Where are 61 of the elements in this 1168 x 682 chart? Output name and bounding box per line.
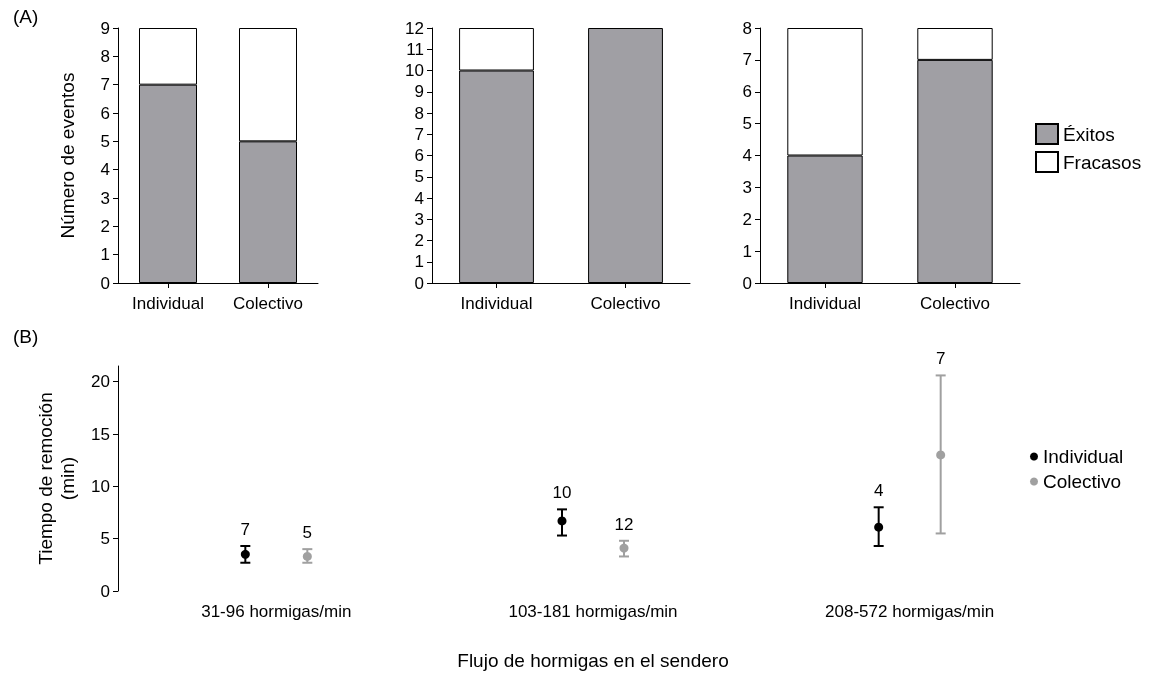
annotation: 12 [614, 514, 634, 534]
y-tick-label: 7 [100, 75, 110, 95]
y-tick-label: 1 [742, 241, 752, 261]
y-tick-label: 0 [414, 273, 424, 293]
y-tick-label: 2 [414, 231, 424, 250]
legend-label: Fracasos [1063, 151, 1142, 173]
y-tick-label: 9 [414, 82, 424, 102]
legend-label: Colectivo [1043, 471, 1122, 492]
y-tick-label: 6 [742, 82, 752, 102]
chart-title: (B) [13, 326, 39, 347]
annotation: 5 [302, 523, 313, 543]
y-tick-label: 3 [742, 177, 752, 197]
y-tick-label: 8 [742, 18, 752, 38]
y-tick-label: 0 [100, 273, 110, 293]
x-tick-label: Colectivo [233, 294, 303, 313]
y-tick-label: 9 [100, 18, 110, 38]
y-tick-label: 11 [406, 39, 424, 59]
y-tick-label: 5 [100, 529, 110, 549]
annotation: 10 [552, 483, 572, 503]
y-tick-label: 10 [405, 61, 424, 80]
x-tick-label: Individual [789, 294, 861, 313]
y-axis-title: Número de eventos [56, 72, 78, 239]
y-tick-label: 0 [742, 273, 752, 293]
y-tick-label: 3 [100, 188, 110, 208]
y-tick-label: 8 [414, 103, 424, 123]
legend-label: Éxitos [1063, 123, 1115, 145]
y-tick-label: 5 [414, 167, 424, 187]
chart-title: (A) [13, 6, 39, 27]
x-tick-label: 208-572 hormigas/min [825, 602, 995, 621]
y-tick-label: 4 [414, 188, 424, 208]
y-tick-label: 4 [100, 160, 110, 180]
y-tick-label: 7 [414, 124, 424, 144]
y-tick-label: 6 [100, 103, 110, 123]
y-tick-label: 15 [91, 424, 110, 444]
x-axis-title: Flujo de hormigas en el sendero [457, 650, 729, 671]
y-tick-label: 2 [100, 216, 110, 236]
x-tick-label: Individual [460, 294, 533, 313]
y-tick-label: 5 [100, 131, 110, 151]
y-tick-label: 0 [100, 581, 110, 601]
y-tick-label: 12 [405, 18, 424, 38]
y-tick-label: 10 [91, 476, 110, 496]
y-tick-label: 1 [100, 245, 110, 265]
annotation: 4 [873, 481, 884, 501]
y-tick-label: 3 [414, 209, 424, 229]
y-tick-label: 6 [414, 146, 424, 165]
annotation: 7 [935, 349, 946, 369]
y-tick-label: 2 [742, 209, 752, 229]
y-axis-title: Tiempo de remoción (min) [34, 392, 78, 565]
y-tick-label: 7 [742, 50, 752, 70]
x-tick-label: Colectivo [590, 294, 661, 313]
x-tick-label: Individual [132, 294, 204, 313]
annotation: 7 [240, 520, 251, 539]
y-tick-label: 5 [742, 114, 752, 134]
x-tick-label: Colectivo [920, 294, 990, 313]
legend-label: Individual [1043, 446, 1124, 467]
y-tick-label: 8 [100, 46, 110, 66]
x-tick-label: 31-96 hormigas/min [201, 602, 352, 621]
x-tick-label: 103-181 hormigas/min [508, 602, 678, 621]
y-tick-label: 4 [742, 146, 752, 165]
y-tick-label: 1 [414, 252, 424, 272]
y-tick-label: 20 [91, 372, 110, 392]
